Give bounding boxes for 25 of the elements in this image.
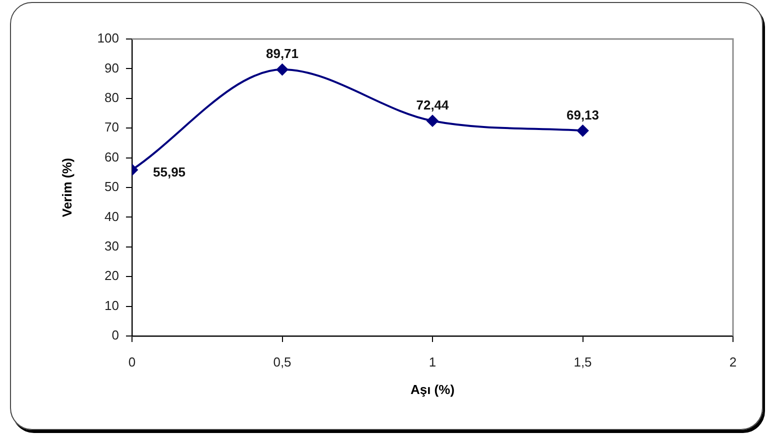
y-tick-label: 100 (97, 30, 119, 46)
y-tick-label: 70 (104, 120, 119, 135)
point (276, 64, 288, 76)
x-tick-label: 1 (428, 354, 436, 370)
data-label: 89,71 (266, 46, 299, 62)
y-tick-label: 20 (104, 268, 119, 284)
y-tick-label: 60 (104, 149, 119, 164)
x-tick-label: 0 (128, 354, 136, 370)
y-tick-label: 50 (104, 179, 119, 194)
y-tick-label: 0 (112, 328, 119, 343)
data-label: 72,44 (416, 97, 450, 112)
y-axis-title: Verim (%) (59, 158, 74, 218)
data-label: 69,13 (566, 107, 600, 122)
y-tick-label: 80 (104, 90, 119, 105)
x-tick-label: 0,5 (273, 354, 292, 370)
point (426, 114, 438, 127)
x-tick-label: 2 (729, 354, 737, 370)
y-tick-label: 40 (104, 208, 119, 224)
y-tick-label: 10 (104, 298, 119, 313)
data-label: 55,95 (153, 164, 186, 180)
point (576, 124, 589, 137)
y-tick-label: 90 (104, 60, 119, 76)
x-tick-label: 1,5 (574, 354, 592, 370)
x-axis-title: Aşı (%) (410, 382, 455, 397)
y-tick-label: 30 (104, 238, 119, 254)
